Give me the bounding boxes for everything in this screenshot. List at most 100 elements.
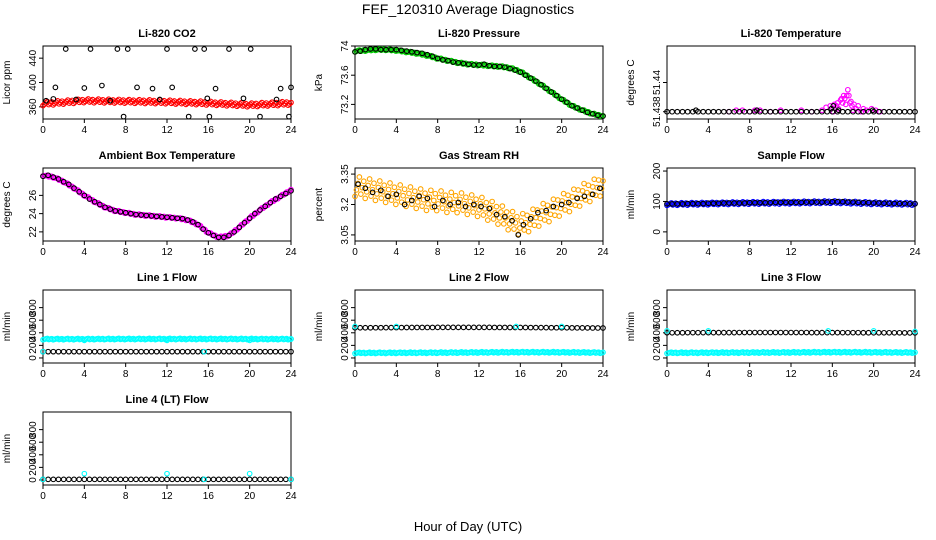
panel-box_temp: Ambient Box Temperature 0 4 8 12 16 20 24 22 24 26… (2, 150, 297, 258)
data-point (143, 348, 150, 355)
data-point (597, 193, 603, 199)
x-tick-label: 0 (40, 247, 46, 258)
data-point (117, 208, 124, 215)
data-point (273, 96, 280, 103)
x-tick-label: 0 (664, 125, 670, 136)
data-point (731, 108, 738, 115)
data-point (664, 328, 670, 334)
data-point (553, 92, 560, 99)
data-point (741, 200, 748, 206)
data-point (715, 108, 722, 115)
data-point (757, 329, 763, 336)
data-point (700, 108, 707, 115)
y-tick-label: 600 (28, 433, 39, 450)
data-point (356, 174, 363, 180)
data-point (201, 476, 208, 483)
data-point (731, 200, 738, 206)
panel-title: Gas Stream RH (439, 150, 519, 162)
data-point (477, 200, 484, 207)
data-point (446, 196, 453, 202)
data-point (498, 209, 504, 215)
data-point (736, 329, 743, 336)
data-point (394, 195, 401, 201)
data-point (575, 187, 582, 193)
data-point (231, 229, 238, 235)
data-point (500, 220, 507, 227)
data-point (674, 201, 681, 207)
data-point (133, 476, 139, 483)
data-point (86, 348, 93, 355)
panel-rh: Gas Stream RH 0 4 8 12 16 20 24 3.05 3.2 3.35 perce… (314, 150, 609, 258)
data-point (153, 476, 160, 483)
panel-title: Line 2 Flow (449, 272, 509, 284)
data-point (424, 324, 431, 331)
data-point (767, 199, 774, 206)
data-point (522, 324, 529, 331)
data-point (169, 214, 176, 221)
data-point (467, 198, 474, 205)
data-point (844, 329, 851, 336)
data-point (558, 323, 565, 330)
data-point (700, 329, 707, 336)
data-point (231, 476, 238, 483)
data-point (834, 100, 841, 106)
data-point (439, 197, 446, 204)
data-point (803, 108, 810, 115)
data-point (589, 191, 596, 198)
data-point (81, 337, 88, 344)
data-point (185, 113, 192, 120)
data-point (689, 329, 696, 336)
data-point (720, 108, 727, 115)
data-point (257, 348, 263, 355)
data-point (398, 324, 405, 331)
y-tick-label: 600 (340, 311, 351, 328)
data-point (705, 329, 712, 336)
data-point (226, 476, 232, 483)
data-point (906, 201, 913, 207)
series-1 (40, 172, 294, 241)
data-point (102, 204, 108, 211)
x-tick-label: 16 (827, 369, 839, 380)
y-tick-label: 100 (652, 193, 663, 210)
data-point (107, 348, 114, 355)
data-point (407, 184, 414, 190)
data-point (525, 228, 532, 235)
data-point (860, 199, 867, 206)
data-point (411, 188, 418, 195)
y-tick-label: 200 (28, 337, 39, 354)
data-point (432, 190, 439, 197)
data-point (507, 65, 513, 72)
series-0 (664, 348, 918, 357)
data-point (772, 329, 779, 336)
data-point (695, 200, 701, 207)
data-point (403, 48, 410, 54)
data-point (741, 329, 748, 336)
data-point (367, 324, 374, 331)
data-point (169, 348, 176, 355)
data-point (215, 348, 222, 355)
data-point (813, 199, 820, 205)
data-point (138, 476, 145, 483)
data-point (377, 324, 384, 331)
x-tick-label: 20 (868, 369, 880, 380)
data-point (788, 199, 794, 206)
data-point (563, 99, 570, 106)
data-point (174, 348, 181, 355)
y-tick-label: 0 (28, 477, 39, 483)
data-point (896, 329, 903, 336)
data-point (143, 212, 150, 219)
data-point (81, 85, 88, 91)
data-point (912, 108, 918, 115)
panel-co2: Li-820 CO2 0 4 8 12 16 20 24 360 400 440 Licor ppm (2, 28, 297, 136)
data-point (860, 329, 867, 336)
data-point (288, 476, 294, 483)
data-point (71, 476, 77, 483)
data-point (843, 92, 850, 99)
data-point (912, 201, 918, 207)
data-point (468, 192, 475, 198)
data-point (401, 201, 408, 208)
data-point (112, 208, 119, 214)
data-point (566, 199, 572, 206)
data-point (60, 348, 67, 355)
data-point (767, 329, 774, 336)
